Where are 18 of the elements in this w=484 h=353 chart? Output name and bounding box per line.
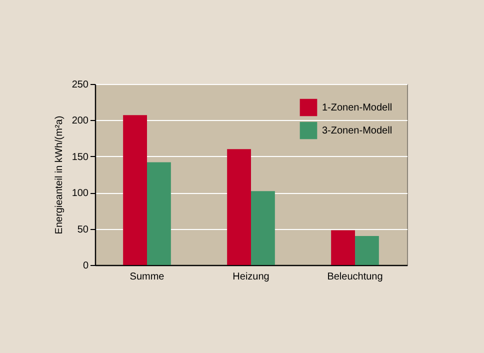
legend-label: 3-Zonen-Modell [322,126,392,136]
bar [331,230,355,265]
bar [227,149,251,265]
y-tick-label: 200 [72,116,89,127]
y-tick-label: 50 [77,224,89,236]
y-tick-label: 250 [72,80,89,90]
bar [355,236,379,265]
y-tick-label: 0 [82,260,89,272]
y-tick-label: 100 [72,188,89,200]
x-tick-label: Beleuchtung [327,272,383,282]
y-tick-label: 150 [72,152,89,163]
bar [251,191,275,265]
bar [123,115,147,265]
bar [147,162,171,265]
legend-label: 1-Zonen-Modell [322,102,392,114]
x-tick-label: Heizung [232,272,270,282]
y-axis-title: Energieanteil in kWh/(m²a) [54,116,65,234]
x-tick-label: Summe [130,272,165,282]
